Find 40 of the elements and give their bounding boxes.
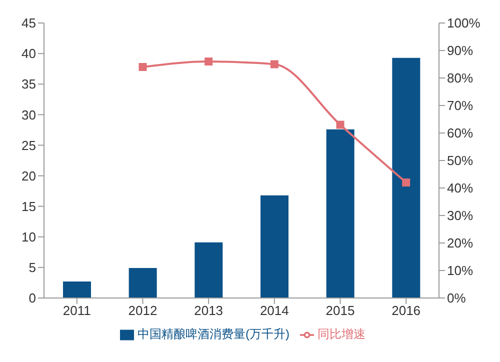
bar: [63, 282, 91, 298]
y2-tick-label: 40%: [447, 180, 474, 196]
y-tick-label: 15: [22, 198, 36, 214]
y-tick-label: 0: [28, 290, 36, 306]
x-tick-label: 2014: [260, 303, 289, 318]
x-tick-label: 2012: [128, 303, 158, 318]
point: [204, 58, 213, 66]
y2-tick-label: 20%: [447, 236, 474, 251]
point: [402, 178, 410, 186]
bar: [326, 129, 354, 298]
bar: [260, 195, 288, 298]
y-tick-label: 25: [22, 138, 36, 153]
y2-tick-label: 70%: [447, 98, 474, 114]
y-tick-label: 30: [22, 107, 36, 122]
x-tick-label: 2011: [62, 303, 91, 318]
x-tick-label: 2016: [392, 303, 421, 318]
y-tick-label: 35: [22, 76, 36, 92]
legend-label: 同比增速: [318, 327, 366, 341]
point: [336, 120, 344, 129]
y2-tick-label: 10%: [447, 263, 474, 278]
y-tick-label: 20: [22, 168, 36, 184]
y2-tick-label: 30%: [447, 208, 474, 224]
y-tick-label: 40: [22, 46, 36, 62]
y2-tick-label: 60%: [447, 126, 474, 141]
x-tick-label: 2015: [326, 303, 355, 318]
y-tick-label: 10: [22, 230, 36, 245]
y-tick-label: 45: [22, 16, 36, 31]
y2-tick-label: 100%: [447, 16, 481, 31]
y2-tick-label: 50%: [447, 153, 474, 168]
y2-tick-label: 0%: [447, 290, 466, 306]
bar: [194, 242, 223, 298]
point: [270, 60, 278, 68]
bar: [128, 268, 157, 298]
y2-tick-label: 90%: [447, 43, 474, 58]
y2-tick-label: 80%: [447, 70, 474, 86]
y-tick-label: 5: [28, 260, 36, 276]
bar: [392, 58, 420, 298]
legend-label: 中国精酿啤酒消费量(万千升): [138, 327, 290, 341]
x-tick-label: 2013: [194, 303, 224, 318]
point: [138, 63, 147, 71]
